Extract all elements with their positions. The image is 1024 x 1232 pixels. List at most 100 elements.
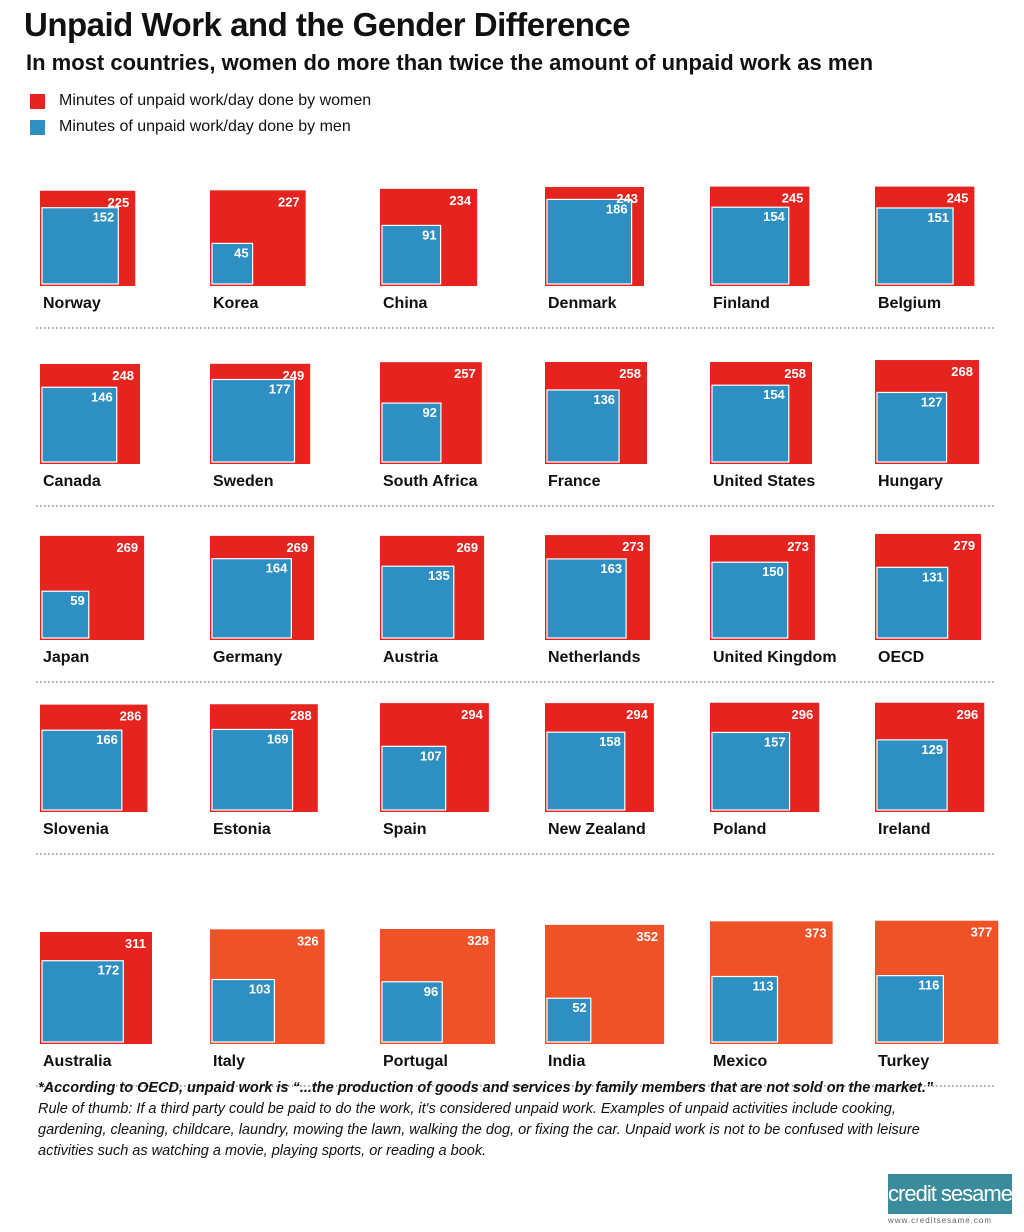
country-label-turkey: Turkey <box>878 1053 929 1070</box>
men-value-netherlands: 163 <box>600 561 622 576</box>
country-label-belgium: Belgium <box>878 295 941 312</box>
women-value-korea: 227 <box>278 194 300 209</box>
country-austria: 269 135 Austria <box>380 535 485 666</box>
men-value-poland: 157 <box>764 734 786 749</box>
men-square-china <box>381 224 442 285</box>
women-value-sweden: 249 <box>282 368 304 383</box>
country-label-new-zealand: New Zealand <box>548 821 646 838</box>
men-square-ireland <box>876 739 948 811</box>
men-square-italy <box>211 978 276 1043</box>
country-label-slovenia: Slovenia <box>43 821 109 838</box>
country-label-poland: Poland <box>713 821 766 838</box>
men-square-germany <box>211 558 292 639</box>
country-label-canada: Canada <box>43 473 101 490</box>
men-value-estonia: 169 <box>267 731 289 746</box>
country-label-south-africa: South Africa <box>383 473 478 490</box>
country-label-united-states: United States <box>713 473 815 490</box>
men-square-slovenia <box>41 729 123 811</box>
men-square-india <box>546 997 592 1043</box>
country-new-zealand: 294 158 New Zealand <box>545 703 654 838</box>
country-label-finland: Finland <box>713 295 770 312</box>
women-value-india: 352 <box>636 929 658 944</box>
footnote: *According to OECD, unpaid work is “...t… <box>38 1078 1023 1162</box>
men-square-united-kingdom <box>711 561 789 639</box>
men-value-australia: 172 <box>98 963 120 978</box>
men-square-france <box>546 389 620 463</box>
men-square-finland <box>711 206 790 285</box>
country-label-sweden: Sweden <box>213 473 273 490</box>
men-value-united-kingdom: 150 <box>762 564 784 579</box>
women-value-canada: 248 <box>112 368 134 383</box>
country-label-japan: Japan <box>43 649 89 666</box>
men-value-mexico: 113 <box>753 978 774 993</box>
men-value-ireland: 129 <box>921 742 943 757</box>
men-value-canada: 146 <box>91 389 113 404</box>
women-value-poland: 296 <box>792 707 814 722</box>
footnote-line-4: activities such as watching a movie, pla… <box>38 1143 487 1159</box>
women-value-france: 258 <box>619 366 641 381</box>
country-france: 258 136 France <box>545 362 647 490</box>
country-spain: 294 107 Spain <box>380 703 489 838</box>
country-belgium: 245 151 Belgium <box>875 186 975 312</box>
footnote-line-2: Rule of thumb: If a third party could be… <box>38 1101 896 1117</box>
country-label-united-kingdom: United Kingdom <box>713 649 837 666</box>
country-label-india: India <box>548 1053 585 1070</box>
women-value-japan: 269 <box>116 540 138 555</box>
country-poland: 296 157 Poland <box>710 702 820 838</box>
women-value-norway: 225 <box>108 195 130 210</box>
men-square-japan <box>41 590 90 639</box>
women-value-germany: 269 <box>286 540 308 555</box>
women-value-new-zealand: 294 <box>626 707 648 722</box>
women-value-spain: 294 <box>461 707 483 722</box>
country-label-hungary: Hungary <box>878 473 943 490</box>
men-square-korea <box>211 242 254 285</box>
legend-item-women: Minutes of unpaid work/day done by women <box>30 92 371 110</box>
men-value-united-states: 154 <box>763 387 785 402</box>
footnote-line-1: *According to OECD, unpaid work is “...t… <box>38 1080 934 1096</box>
country-label-china: China <box>383 295 428 312</box>
men-square-oecd <box>876 566 949 639</box>
country-south-africa: 257 92 South Africa <box>380 362 482 490</box>
legend-swatch-men <box>30 119 45 135</box>
men-square-new-zealand <box>546 731 626 811</box>
men-square-hungary <box>876 391 948 463</box>
women-value-china: 234 <box>449 193 471 208</box>
men-value-germany: 164 <box>266 561 288 576</box>
men-value-sweden: 177 <box>269 382 291 397</box>
women-value-portugal: 328 <box>467 933 489 948</box>
men-square-mexico <box>711 975 779 1043</box>
country-japan: 269 59 Japan <box>40 535 145 666</box>
chart-subtitle: In most countries, women do more than tw… <box>26 50 874 75</box>
country-label-france: France <box>548 473 601 490</box>
men-value-austria: 135 <box>428 568 450 583</box>
country-india: 352 52 India <box>545 924 665 1070</box>
legend-label-women: Minutes of unpaid work/day done by women <box>59 92 372 109</box>
chart-title: Unpaid Work and the Gender Difference <box>24 6 631 43</box>
men-square-south-africa <box>381 402 442 463</box>
legend-label-men: Minutes of unpaid work/day done by men <box>59 118 351 135</box>
women-value-finland: 245 <box>782 191 804 206</box>
country-label-oecd: OECD <box>878 649 924 666</box>
men-value-india: 52 <box>572 1000 586 1015</box>
country-label-ireland: Ireland <box>878 821 930 838</box>
men-value-hungary: 127 <box>921 394 943 409</box>
men-square-poland <box>711 731 791 811</box>
country-label-korea: Korea <box>213 295 258 312</box>
logo-url: www.creditsesame.com <box>888 1216 993 1225</box>
men-square-austria <box>381 565 455 639</box>
country-korea: 227 45 Korea <box>210 190 306 312</box>
country-turkey: 377 116 Turkey <box>875 920 999 1070</box>
men-value-korea: 45 <box>234 245 248 260</box>
women-value-slovenia: 286 <box>120 709 142 724</box>
country-united-states: 258 154 United States <box>710 362 815 490</box>
legend-item-men: Minutes of unpaid work/day done by men <box>30 118 351 136</box>
men-value-italy: 103 <box>249 982 271 997</box>
women-value-oecd: 279 <box>953 538 975 553</box>
country-label-australia: Australia <box>43 1053 112 1070</box>
